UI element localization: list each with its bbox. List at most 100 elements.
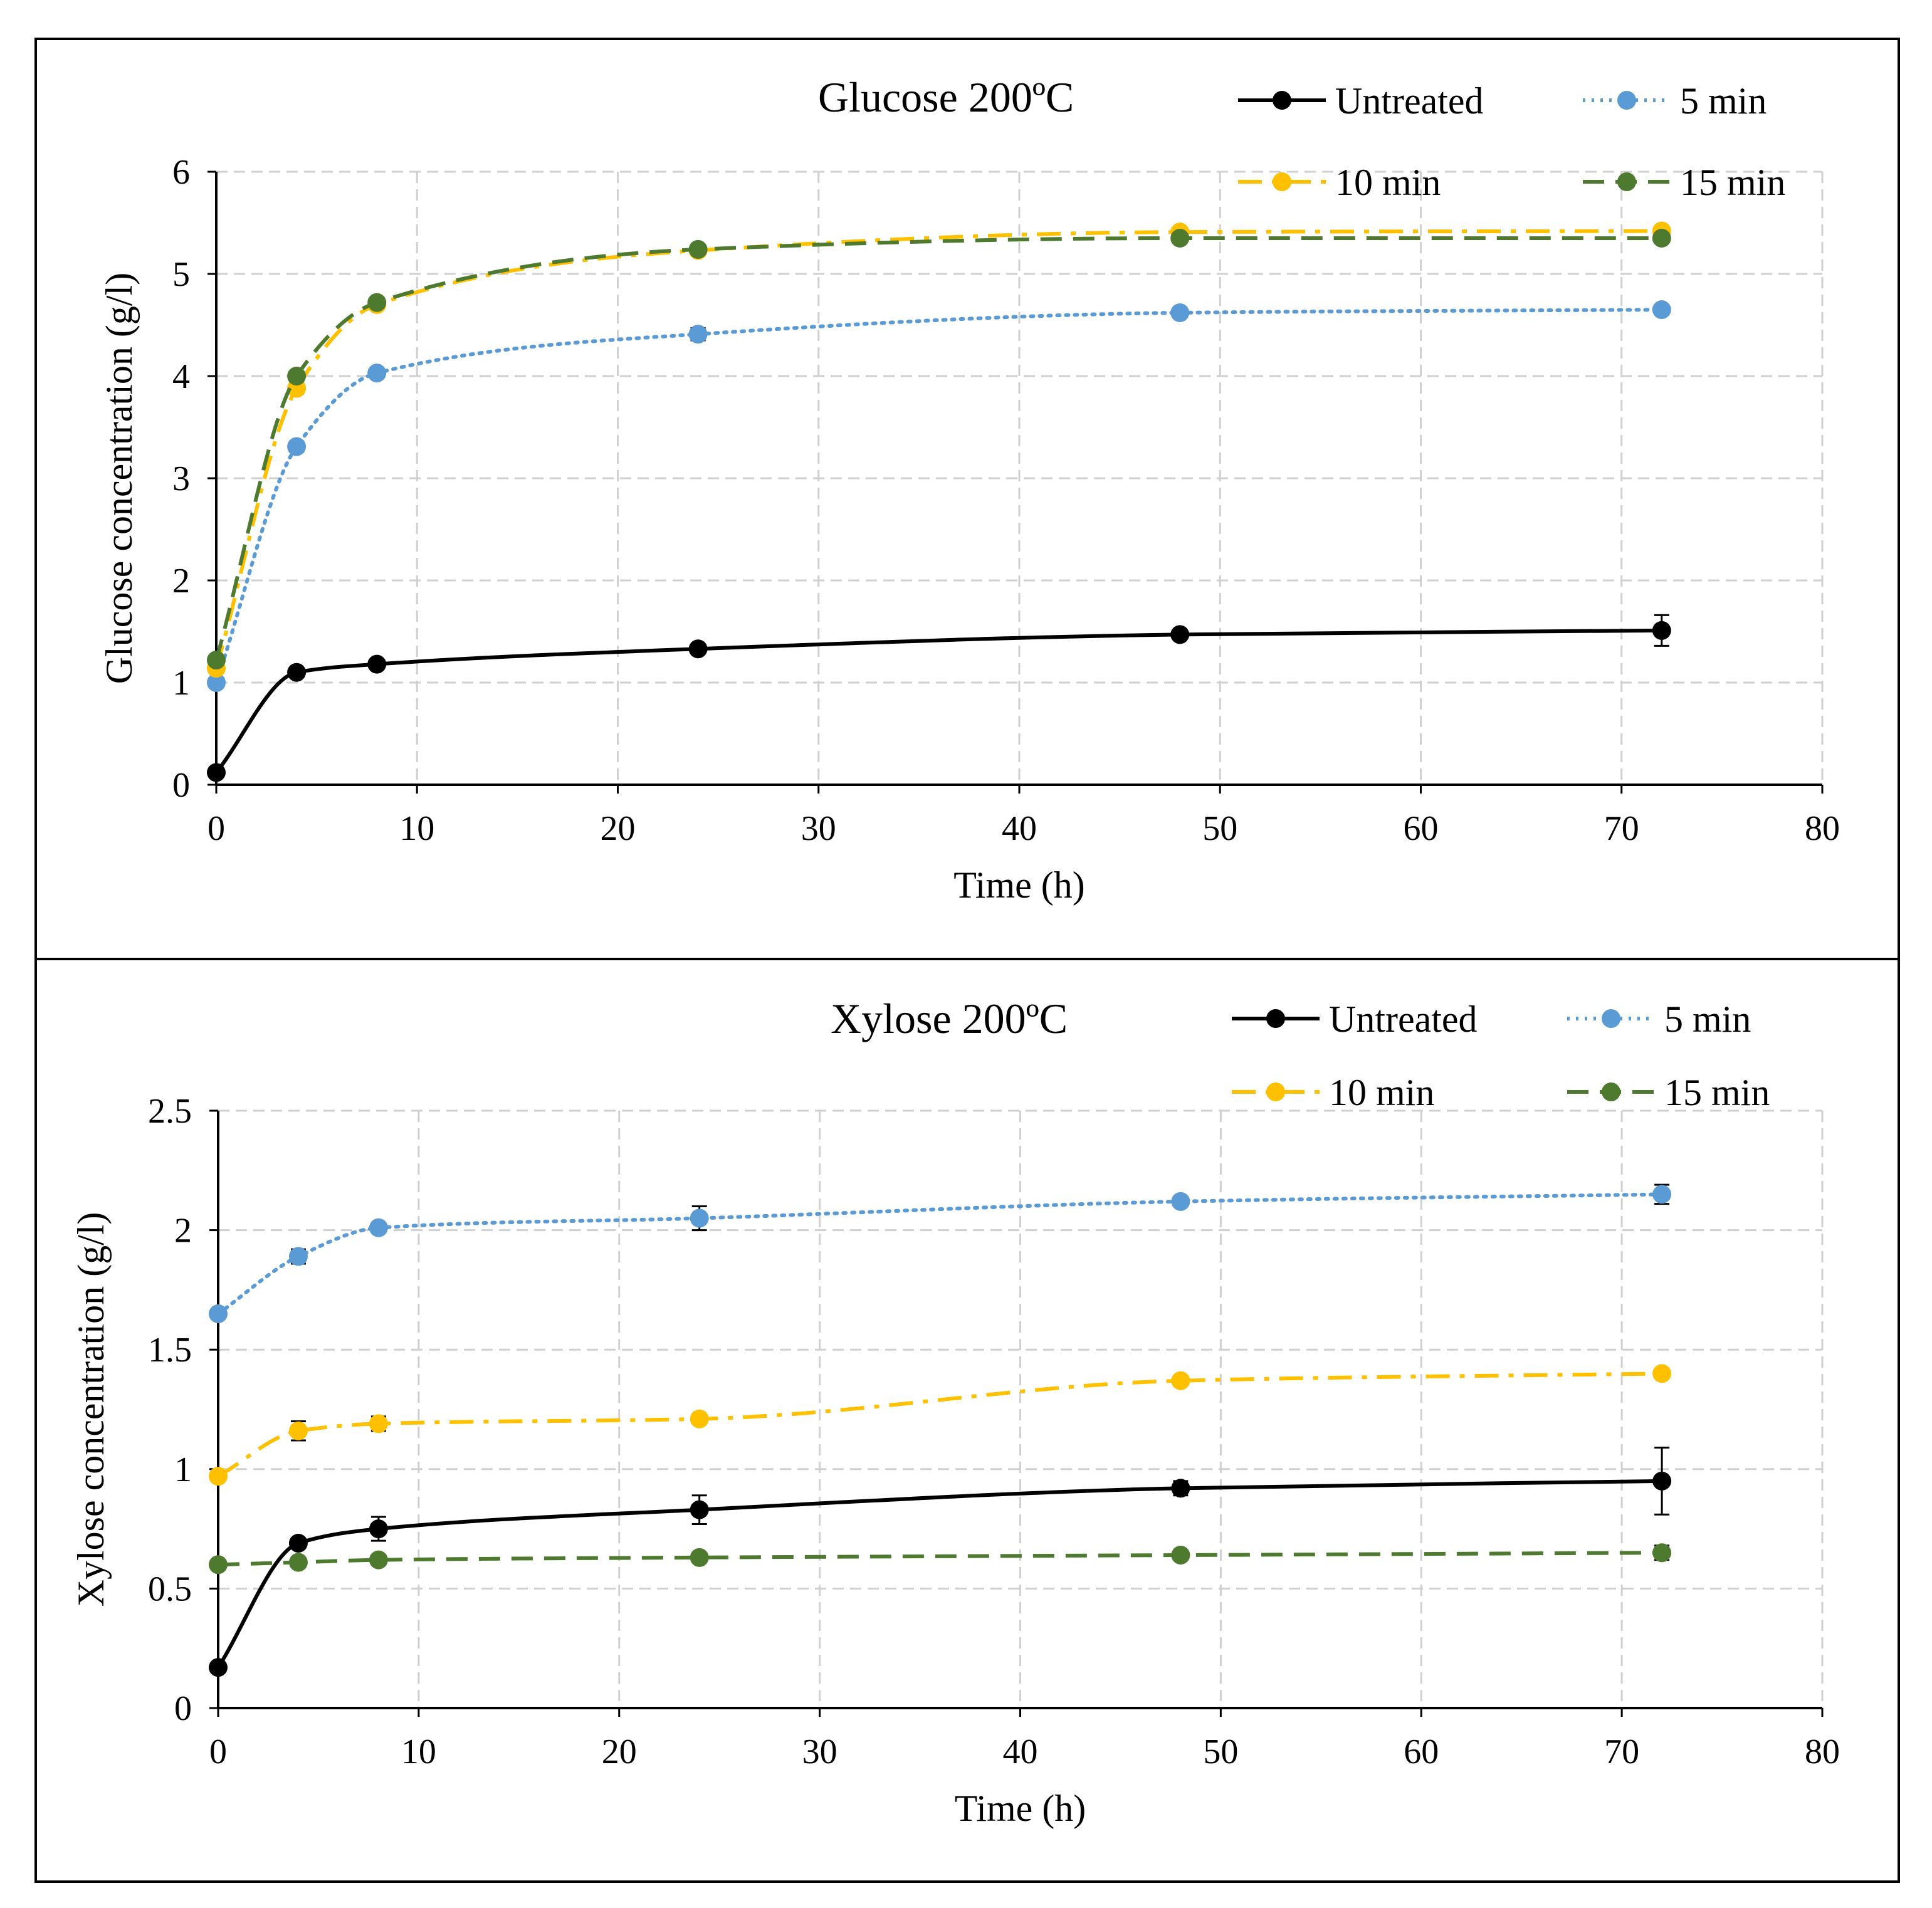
glucose-y-tick-label: 4: [172, 357, 190, 396]
xylose-point-5-min: [690, 1208, 709, 1228]
xylose-point-15-min: [1171, 1546, 1190, 1565]
glucose-point-untreated: [207, 763, 226, 782]
xylose-chart: 0 0.5 1 1.5 2 2.5 0 10 20 30 40 50 60 70 80 Time (h) Xyl…: [70, 995, 1840, 1829]
xylose-x-tick-label: 80: [1805, 1732, 1840, 1771]
glucose-point-5-min: [1170, 303, 1190, 322]
xylose-point-10-min: [690, 1409, 709, 1428]
glucose-point-15-min: [367, 293, 387, 312]
xylose-x-tick-label: 20: [602, 1732, 637, 1771]
glucose-point-5-min: [207, 673, 226, 692]
xylose-y-tick-label: 2: [174, 1212, 192, 1250]
xylose-x-tick-label: 40: [1003, 1732, 1038, 1771]
xylose-y-tick-label: 1.5: [148, 1331, 192, 1370]
glucose-chart-title: Glucose 200ºC: [818, 73, 1074, 121]
glucose-y-tick-label: 0: [172, 766, 190, 805]
xylose-x-tick-label: 60: [1404, 1732, 1439, 1771]
glucose-point-5-min: [367, 364, 387, 383]
xylose-point-untreated: [209, 1658, 228, 1677]
xylose-x-tick-label: 10: [401, 1732, 436, 1771]
xylose-series-line-untreated: [216, 1479, 1662, 1669]
glucose-x-tick-label: 60: [1404, 809, 1439, 848]
glucose-series-line-15-min: [214, 236, 1662, 661]
glucose-point-untreated: [287, 663, 307, 682]
glucose-legend-label-15-min: 15 min: [1680, 162, 1785, 203]
glucose-y-tick-label: 3: [172, 459, 190, 498]
glucose-series-line-5-min: [214, 308, 1664, 684]
xylose-legend-label-untreated: Untreated: [1329, 999, 1478, 1040]
glucose-point-15-min: [1652, 228, 1671, 248]
xylose-point-10-min: [1171, 1371, 1190, 1390]
glucose-legend-marker-5-min: [1617, 91, 1636, 110]
glucose-point-5-min: [688, 325, 708, 344]
xylose-legend-label-15-min: 15 min: [1664, 1072, 1770, 1113]
glucose-x-tick-label: 70: [1604, 809, 1639, 848]
xylose-x-tick-label: 70: [1604, 1732, 1639, 1771]
xylose-point-10-min: [1652, 1364, 1672, 1383]
glucose-legend-marker-untreated: [1273, 91, 1291, 110]
glucose-point-untreated: [367, 654, 387, 674]
glucose-point-untreated: [1170, 625, 1190, 644]
xylose-series-line-10-min: [217, 1371, 1662, 1478]
xylose-point-untreated: [690, 1500, 709, 1519]
glucose-x-tick-label: 80: [1805, 809, 1840, 848]
xylose-y-axis-title: Xylose concentration (g/l): [70, 1212, 112, 1607]
xylose-point-untreated: [369, 1519, 388, 1539]
xylose-y-tick-label: 0.5: [148, 1570, 192, 1608]
glucose-legend-label-10-min: 10 min: [1335, 162, 1441, 203]
glucose-x-tick-label: 0: [207, 809, 225, 848]
glucose-x-tick-label: 50: [1202, 809, 1237, 848]
xylose-chart-title: Xylose 200ºC: [831, 995, 1068, 1042]
glucose-x-tick-label: 30: [801, 809, 836, 848]
xylose-panel-frame: [34, 958, 1900, 1883]
xylose-point-15-min: [690, 1548, 709, 1567]
xylose-x-tick-label: 0: [209, 1732, 227, 1771]
glucose-y-tick-label: 5: [172, 255, 190, 294]
xylose-point-10-min: [369, 1414, 388, 1434]
xylose-x-axis-title: Time (h): [955, 1788, 1086, 1829]
xylose-y-tick-label: 0: [174, 1689, 192, 1728]
glucose-point-5-min: [1652, 300, 1671, 320]
xylose-point-10-min: [288, 1421, 308, 1440]
glucose-x-axis-title: Time (h): [953, 864, 1084, 906]
xylose-point-15-min: [288, 1553, 308, 1572]
xylose-point-10-min: [209, 1467, 228, 1486]
xylose-x-tick-label: 30: [802, 1732, 837, 1771]
xylose-x-tick-label: 50: [1203, 1732, 1238, 1771]
xylose-y-tick-label: 1: [174, 1450, 192, 1489]
xylose-legend-marker-5-min: [1602, 1009, 1620, 1028]
glucose-point-untreated: [1652, 621, 1671, 640]
glucose-legend-label-untreated: Untreated: [1335, 80, 1484, 122]
glucose-point-15-min: [207, 651, 226, 670]
xylose-point-5-min: [209, 1304, 228, 1324]
glucose-y-axis-title: Glucose concentration (g/l): [98, 273, 140, 684]
glucose-series-line-10-min: [214, 229, 1662, 669]
glucose-y-tick-label: 6: [172, 153, 190, 192]
xylose-point-5-min: [1652, 1185, 1672, 1204]
xylose-y-tick-label: 2.5: [148, 1092, 192, 1131]
glucose-point-15-min: [1170, 228, 1190, 248]
glucose-point-15-min: [688, 239, 708, 259]
glucose-legend-marker-15-min: [1617, 172, 1636, 191]
glucose-x-tick-label: 20: [601, 809, 636, 848]
xylose-legend-marker-10-min: [1266, 1082, 1285, 1101]
glucose-y-tick-label: 2: [172, 562, 190, 600]
glucose-legend-label-5-min: 5 min: [1680, 80, 1767, 122]
glucose-series-line-untreated: [214, 628, 1662, 774]
xylose-point-5-min: [288, 1247, 308, 1266]
glucose-x-tick-label: 10: [399, 809, 434, 848]
glucose-point-untreated: [688, 639, 708, 659]
glucose-point-5-min: [287, 437, 307, 456]
xylose-point-15-min: [369, 1550, 388, 1570]
xylose-point-15-min: [1652, 1543, 1672, 1563]
xylose-point-5-min: [369, 1218, 388, 1237]
xylose-legend-marker-15-min: [1602, 1082, 1620, 1101]
xylose-legend-marker-untreated: [1266, 1009, 1285, 1028]
xylose-legend-label-5-min: 5 min: [1664, 999, 1751, 1040]
glucose-y-tick-label: 1: [172, 664, 190, 703]
glucose-x-tick-label: 40: [1002, 809, 1037, 848]
xylose-point-untreated: [288, 1533, 308, 1553]
xylose-point-5-min: [1171, 1192, 1190, 1211]
xylose-point-15-min: [209, 1555, 228, 1575]
